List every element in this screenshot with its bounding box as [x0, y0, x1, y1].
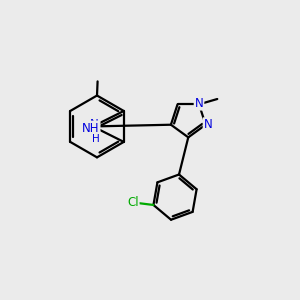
Text: H: H: [92, 134, 99, 144]
Text: NH: NH: [82, 122, 100, 135]
Text: N: N: [204, 118, 212, 131]
Text: N: N: [195, 97, 203, 110]
Text: Cl: Cl: [127, 196, 139, 209]
Text: N: N: [90, 118, 99, 131]
